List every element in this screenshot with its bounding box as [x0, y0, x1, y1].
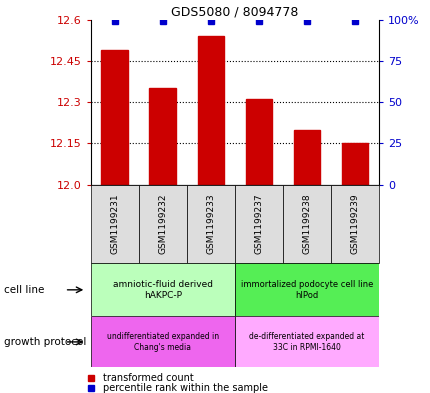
Bar [101, 50, 128, 185]
Text: GSM1199238: GSM1199238 [302, 194, 311, 254]
Text: GSM1199237: GSM1199237 [254, 194, 263, 254]
Text: cell line: cell line [4, 285, 45, 295]
Text: transformed count: transformed count [103, 373, 194, 383]
Title: GDS5080 / 8094778: GDS5080 / 8094778 [171, 6, 298, 18]
Text: GSM1199232: GSM1199232 [158, 194, 167, 254]
Bar [90, 185, 138, 263]
Bar [90, 263, 234, 316]
Text: undifferentiated expanded in
Chang's media: undifferentiated expanded in Chang's med… [106, 332, 218, 352]
Text: immortalized podocyte cell line
hIPod: immortalized podocyte cell line hIPod [240, 280, 372, 299]
Bar [138, 185, 186, 263]
Bar [234, 263, 378, 316]
Text: growth protocol: growth protocol [4, 337, 86, 347]
Bar [283, 185, 330, 263]
Bar [245, 99, 272, 185]
Text: GSM1199239: GSM1199239 [350, 194, 359, 254]
Bar [186, 185, 234, 263]
Text: amniotic-fluid derived
hAKPC-P: amniotic-fluid derived hAKPC-P [112, 280, 212, 299]
Text: GSM1199233: GSM1199233 [206, 194, 215, 254]
Bar [197, 36, 224, 185]
Text: de-differentiated expanded at
33C in RPMI-1640: de-differentiated expanded at 33C in RPM… [249, 332, 364, 352]
Bar [293, 130, 319, 185]
Bar [330, 185, 378, 263]
Text: percentile rank within the sample: percentile rank within the sample [103, 383, 268, 393]
Bar [341, 143, 368, 185]
Bar [234, 185, 283, 263]
Bar [90, 316, 234, 367]
Text: GSM1199231: GSM1199231 [110, 194, 119, 254]
Bar [149, 88, 175, 185]
Bar [234, 316, 378, 367]
